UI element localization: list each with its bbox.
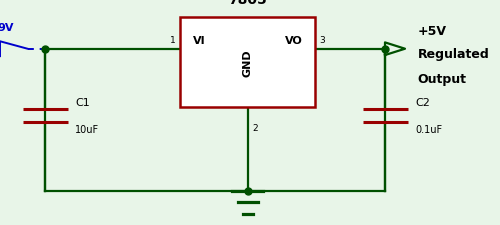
Text: Regulated: Regulated [418, 47, 490, 61]
Text: 3: 3 [319, 36, 325, 45]
Text: +5V: +5V [418, 25, 446, 38]
Text: 9V: 9V [0, 23, 14, 33]
Text: 2: 2 [252, 124, 258, 133]
Text: VI: VI [192, 36, 205, 45]
Text: Output: Output [418, 72, 467, 85]
Text: 7805: 7805 [228, 0, 267, 7]
Text: C1: C1 [75, 97, 90, 107]
Text: 10uF: 10uF [75, 124, 99, 134]
Text: GND: GND [242, 49, 252, 77]
Bar [180, 18, 315, 108]
Text: 1: 1 [170, 36, 176, 45]
Text: VO: VO [285, 36, 302, 45]
Text: C2: C2 [415, 97, 430, 107]
Text: 0.1uF: 0.1uF [415, 124, 442, 134]
